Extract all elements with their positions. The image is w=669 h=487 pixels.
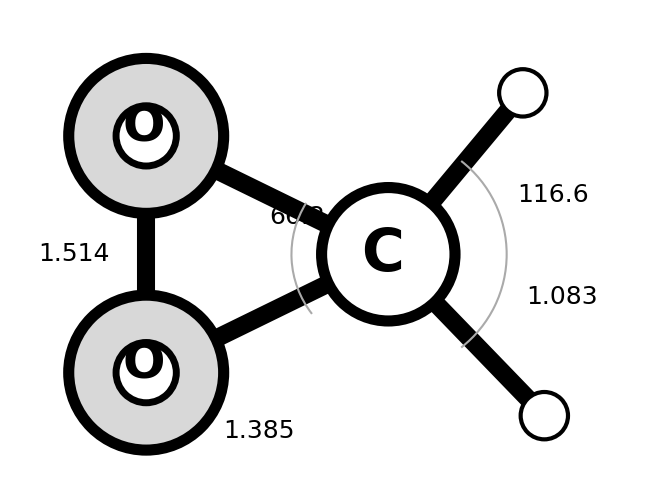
Text: 1.385: 1.385 xyxy=(223,419,295,443)
Circle shape xyxy=(499,69,547,116)
Circle shape xyxy=(322,187,455,321)
Circle shape xyxy=(69,295,223,450)
Text: C: C xyxy=(361,226,404,283)
Circle shape xyxy=(69,58,223,213)
Circle shape xyxy=(116,106,177,166)
Text: 1.514: 1.514 xyxy=(39,242,110,266)
Text: 1.083: 1.083 xyxy=(526,285,597,309)
Text: O: O xyxy=(123,340,165,388)
Text: 66.2: 66.2 xyxy=(269,205,325,228)
Circle shape xyxy=(520,392,568,439)
Text: 116.6: 116.6 xyxy=(517,183,589,207)
Circle shape xyxy=(116,342,177,403)
Text: O: O xyxy=(123,103,165,151)
